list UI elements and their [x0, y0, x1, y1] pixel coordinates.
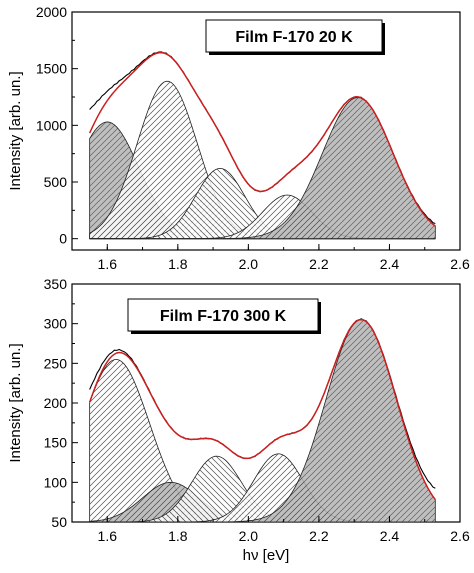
x-tick-label: 1.8	[168, 256, 188, 272]
x-tick-label: 1.6	[98, 256, 118, 272]
y-tick-label: 150	[44, 435, 68, 451]
y-axis-label: Intensity [arb. un.]	[7, 71, 24, 190]
y-tick-label: 200	[44, 395, 68, 411]
y-tick-label: 0	[59, 231, 67, 247]
x-axis-label: hν [eV]	[243, 547, 290, 564]
legend-shadow-bottom	[209, 52, 385, 55]
legend-shadow-bottom	[131, 331, 321, 334]
x-tick-label: 2.4	[380, 256, 400, 272]
legend-box	[205, 19, 383, 53]
y-tick-label: 2000	[36, 4, 67, 20]
y-tick-label: 500	[44, 174, 68, 190]
fit-curve	[88, 318, 436, 501]
legend-shadow	[318, 302, 321, 334]
chart-panel-20k: 1.6 1.8 2.0 2.2 2.4 2.6 0 500 1000 1500 2000 Film …	[7, 4, 470, 272]
x-tick-label: 1.6	[98, 528, 118, 544]
y-tick-label: 1000	[36, 117, 67, 133]
y-axis-label: Intensity [arb. un.]	[7, 343, 24, 462]
x-tick-label: 2.6	[450, 528, 470, 544]
y-tick-label: 350	[44, 276, 68, 292]
fit-curve	[88, 51, 436, 227]
x-tick-label: 2.2	[309, 256, 329, 272]
y-tick-label: 50	[51, 514, 67, 530]
y-tick-label: 100	[44, 474, 68, 490]
legend-box	[127, 298, 319, 332]
x-tick-label: 2.0	[239, 256, 259, 272]
y-tick-label: 1500	[36, 61, 67, 77]
y-tick-label: 300	[44, 316, 68, 332]
legend-shadow	[382, 23, 385, 55]
chart-panel-300k: 1.6 1.8 2.0 2.2 2.4 2.6 50 100 150 200 250 300 350 F…	[7, 276, 470, 564]
y-tick-label: 250	[44, 355, 68, 371]
x-tick-label: 2.4	[380, 528, 400, 544]
x-tick-label: 2.2	[309, 528, 329, 544]
legend-label: Film F-170 20 K	[235, 29, 353, 46]
legend-label: Film F-170 300 K	[160, 308, 287, 325]
plot-area-frame	[71, 11, 461, 251]
x-tick-label: 1.8	[168, 528, 188, 544]
x-tick-label: 2.0	[239, 528, 259, 544]
x-tick-label: 2.6	[450, 256, 470, 272]
